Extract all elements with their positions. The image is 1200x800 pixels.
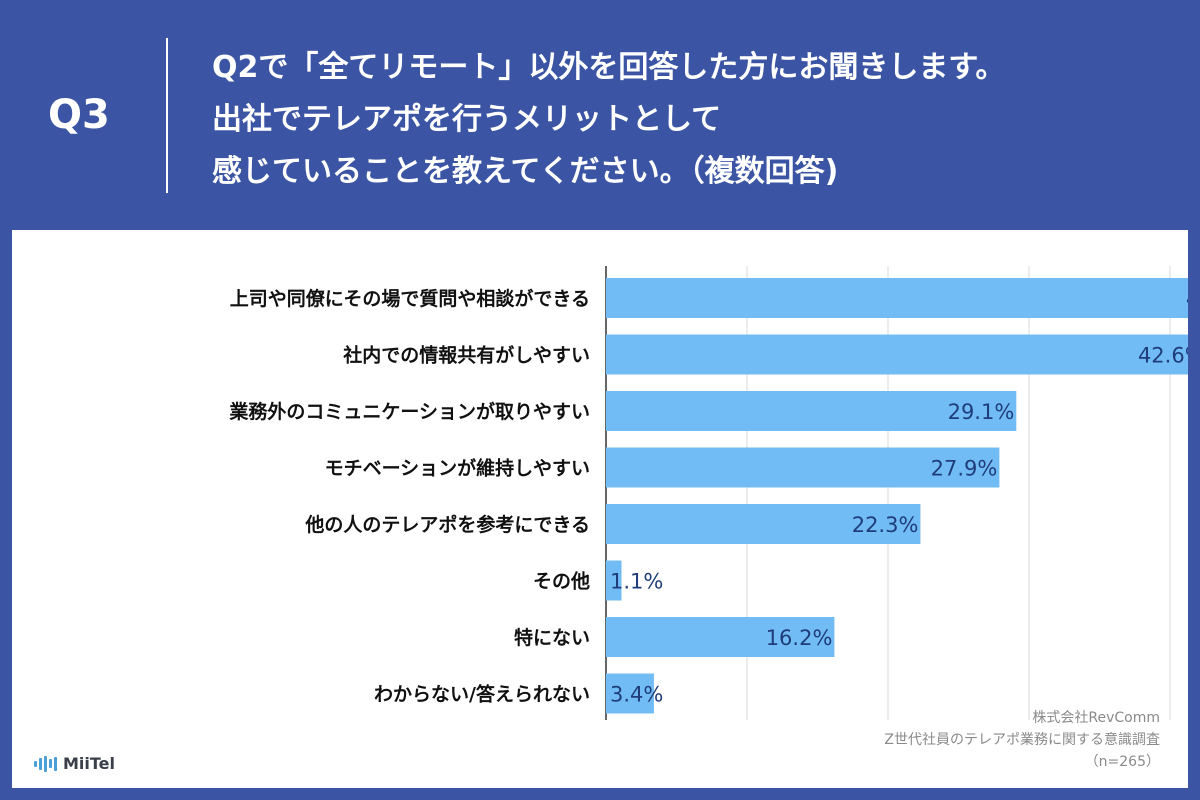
data-label: 1.1%	[610, 570, 663, 594]
bar	[606, 334, 1188, 375]
bar	[606, 278, 1188, 318]
question-header: Q3 Q2で「全てリモート」以外を回答した方にお聞きします。 出社でテレアポを行…	[0, 0, 1200, 230]
header-divider	[166, 38, 168, 193]
category-label: モチベーションが維持しやすい	[325, 457, 590, 480]
source-sample: （n=265）	[1084, 754, 1160, 770]
bar	[606, 617, 835, 657]
data-label: 46.0%	[1186, 287, 1188, 311]
question-line: 感じていることを教えてください。（複数回答)	[212, 154, 839, 189]
sound-wave-icon	[34, 755, 57, 772]
miitel-logo: MiiTel	[34, 754, 115, 773]
category-label: 他の人のテレアポを参考にできる	[304, 513, 590, 536]
source-survey: Z世代社員のテレアポ業務に関する意識調査	[884, 732, 1160, 748]
category-label: 業務外のコミュニケーションが取りやすい	[228, 400, 590, 423]
logo-text: MiiTel	[63, 754, 116, 773]
bar	[606, 447, 1000, 488]
bar	[606, 560, 622, 601]
question-number: Q3	[48, 92, 110, 138]
category-label: わからない/答えられない	[374, 683, 590, 706]
question-text: Q2で「全てリモート」以外を回答した方にお聞きします。 出社でテレアポを行うメリ…	[212, 42, 1172, 198]
bar-chart: 上司や同僚にその場で質問や相談ができる 46.0% 社内での情報共有がしやすい 42.…	[228, 266, 1188, 720]
data-label: 16.2%	[766, 626, 833, 650]
source-note: 株式会社RevComm Z世代社員のテレアポ業務に関する意識調査 （n=265）	[884, 707, 1160, 773]
chart-panel: 上司や同僚にその場で質問や相談ができる 46.0% 社内での情報共有がしやすい 42.…	[12, 230, 1188, 788]
data-label: 22.3%	[852, 513, 919, 537]
category-label: 社内での情報共有がしやすい	[342, 344, 590, 367]
data-label: 42.6%	[1138, 344, 1188, 368]
data-label: 3.4%	[610, 683, 663, 707]
data-label: 27.9%	[931, 457, 998, 481]
source-company: 株式会社RevComm	[1032, 710, 1160, 726]
bar	[606, 391, 1017, 431]
bar	[606, 504, 921, 544]
question-line: 出社でテレアポを行うメリットとして	[212, 102, 722, 137]
category-label: 特にない	[514, 627, 590, 649]
category-label: その他	[533, 570, 590, 593]
category-label: 上司や同僚にその場で質問や相談ができる	[230, 287, 590, 310]
data-label: 29.1%	[948, 400, 1015, 424]
question-line: Q2で「全てリモート」以外を回答した方にお聞きします。	[212, 50, 1006, 85]
bar	[606, 673, 654, 714]
